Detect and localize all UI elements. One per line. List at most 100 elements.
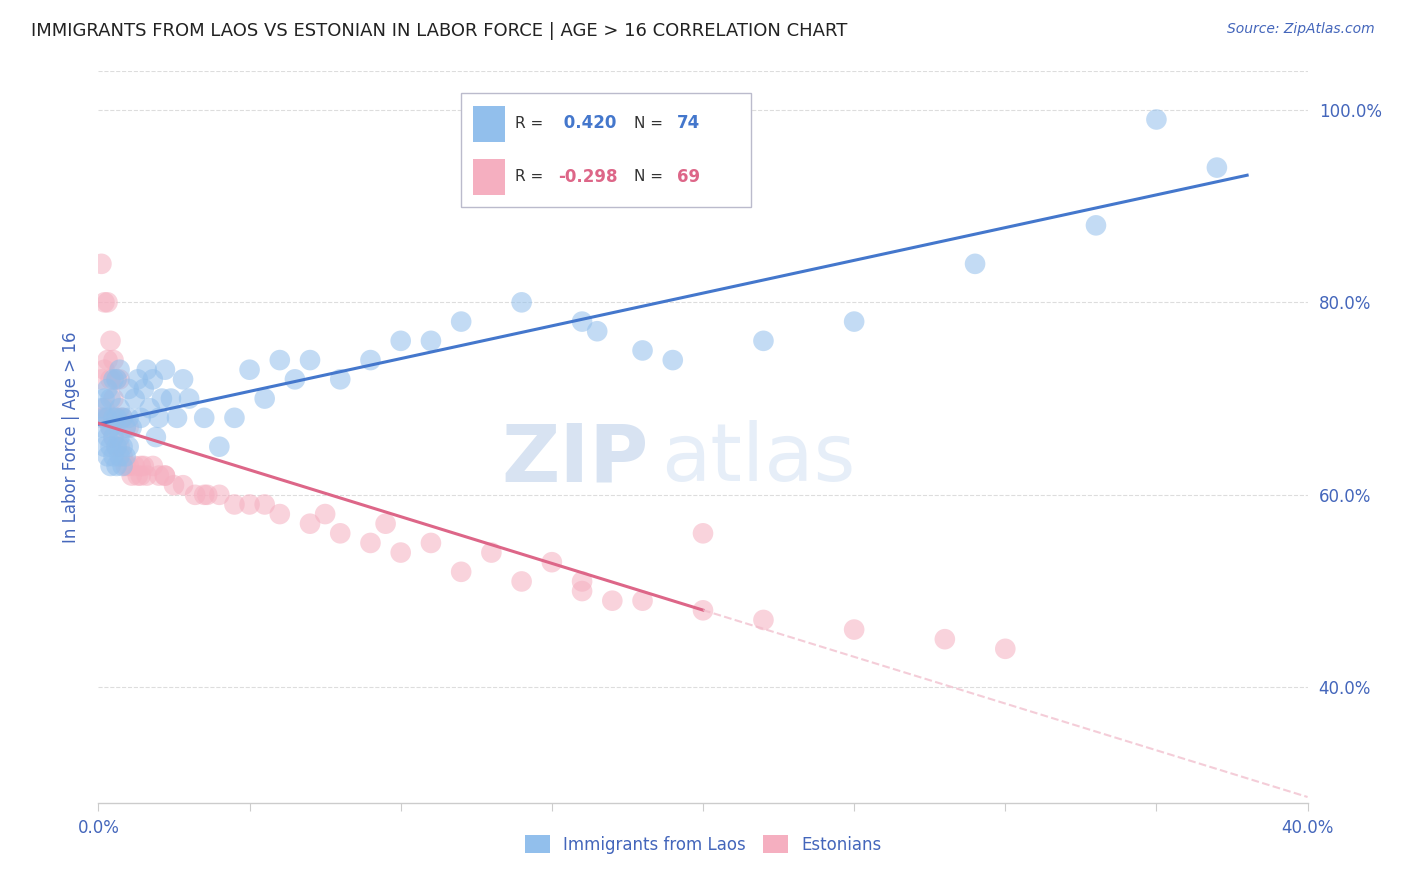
- Point: [420, 536, 443, 550]
- Point: [193, 410, 215, 425]
- Point: [118, 440, 141, 454]
- Point: [108, 450, 131, 464]
- Point: [1085, 219, 1108, 233]
- Point: [100, 420, 122, 434]
- Point: [124, 458, 146, 473]
- Point: [103, 430, 125, 444]
- Point: [103, 353, 125, 368]
- Point: [108, 372, 131, 386]
- Point: [284, 372, 307, 386]
- Point: [103, 372, 125, 386]
- Point: [111, 450, 134, 464]
- Point: [121, 468, 143, 483]
- Point: [96, 410, 118, 425]
- Point: [93, 440, 115, 454]
- Point: [934, 632, 956, 647]
- Point: [631, 343, 654, 358]
- Point: [510, 170, 533, 185]
- Point: [184, 488, 207, 502]
- Point: [253, 392, 276, 406]
- Point: [571, 315, 593, 329]
- Point: [105, 458, 128, 473]
- Point: [114, 420, 136, 434]
- Point: [93, 392, 115, 406]
- Point: [135, 468, 157, 483]
- Point: [96, 295, 118, 310]
- Point: [360, 353, 382, 368]
- Point: [90, 420, 112, 434]
- Point: [118, 420, 141, 434]
- Point: [103, 392, 125, 406]
- Point: [540, 555, 562, 569]
- Point: [224, 498, 246, 512]
- Text: IMMIGRANTS FROM LAOS VS ESTONIAN IN LABOR FORCE | AGE > 16 CORRELATION CHART: IMMIGRANTS FROM LAOS VS ESTONIAN IN LABO…: [31, 22, 848, 40]
- Point: [96, 410, 118, 425]
- Point: [299, 353, 322, 368]
- Point: [661, 353, 683, 368]
- Point: [360, 536, 382, 550]
- Point: [96, 382, 118, 396]
- Point: [571, 574, 593, 589]
- Point: [510, 295, 533, 310]
- Point: [93, 362, 115, 376]
- Point: [752, 334, 775, 348]
- Point: [105, 440, 128, 454]
- Point: [172, 372, 194, 386]
- Point: [100, 458, 122, 473]
- Point: [994, 641, 1017, 656]
- Point: [374, 516, 396, 531]
- Point: [481, 545, 503, 559]
- Point: [692, 603, 714, 617]
- Point: [752, 613, 775, 627]
- Point: [153, 468, 176, 483]
- Point: [118, 382, 141, 396]
- Point: [108, 430, 131, 444]
- Point: [166, 410, 188, 425]
- Point: [118, 458, 141, 473]
- Point: [193, 488, 215, 502]
- Text: Source: ZipAtlas.com: Source: ZipAtlas.com: [1227, 22, 1375, 37]
- Point: [329, 372, 352, 386]
- Point: [148, 410, 170, 425]
- Text: ZIP: ZIP: [502, 420, 648, 498]
- Point: [100, 440, 122, 454]
- Point: [103, 410, 125, 425]
- Point: [129, 468, 152, 483]
- Point: [118, 410, 141, 425]
- Point: [844, 315, 866, 329]
- Point: [208, 440, 231, 454]
- Point: [179, 392, 201, 406]
- Y-axis label: In Labor Force | Age > 16: In Labor Force | Age > 16: [62, 331, 80, 543]
- Point: [111, 410, 134, 425]
- Point: [269, 353, 291, 368]
- Point: [96, 430, 118, 444]
- Point: [93, 295, 115, 310]
- Point: [172, 478, 194, 492]
- Point: [692, 526, 714, 541]
- Point: [96, 450, 118, 464]
- Point: [631, 593, 654, 607]
- Point: [90, 401, 112, 416]
- Point: [114, 458, 136, 473]
- Point: [100, 372, 122, 386]
- Point: [100, 392, 122, 406]
- Point: [114, 450, 136, 464]
- Point: [299, 516, 322, 531]
- Point: [124, 392, 146, 406]
- Point: [93, 401, 115, 416]
- Point: [105, 410, 128, 425]
- Point: [1206, 161, 1229, 175]
- Point: [132, 458, 155, 473]
- Point: [1144, 112, 1167, 127]
- Point: [450, 565, 472, 579]
- Point: [90, 372, 112, 386]
- Point: [389, 334, 412, 348]
- Point: [160, 392, 183, 406]
- Point: [224, 410, 246, 425]
- Point: [132, 382, 155, 396]
- Point: [420, 334, 443, 348]
- Point: [90, 257, 112, 271]
- Point: [111, 440, 134, 454]
- Point: [571, 584, 593, 599]
- Point: [602, 593, 624, 607]
